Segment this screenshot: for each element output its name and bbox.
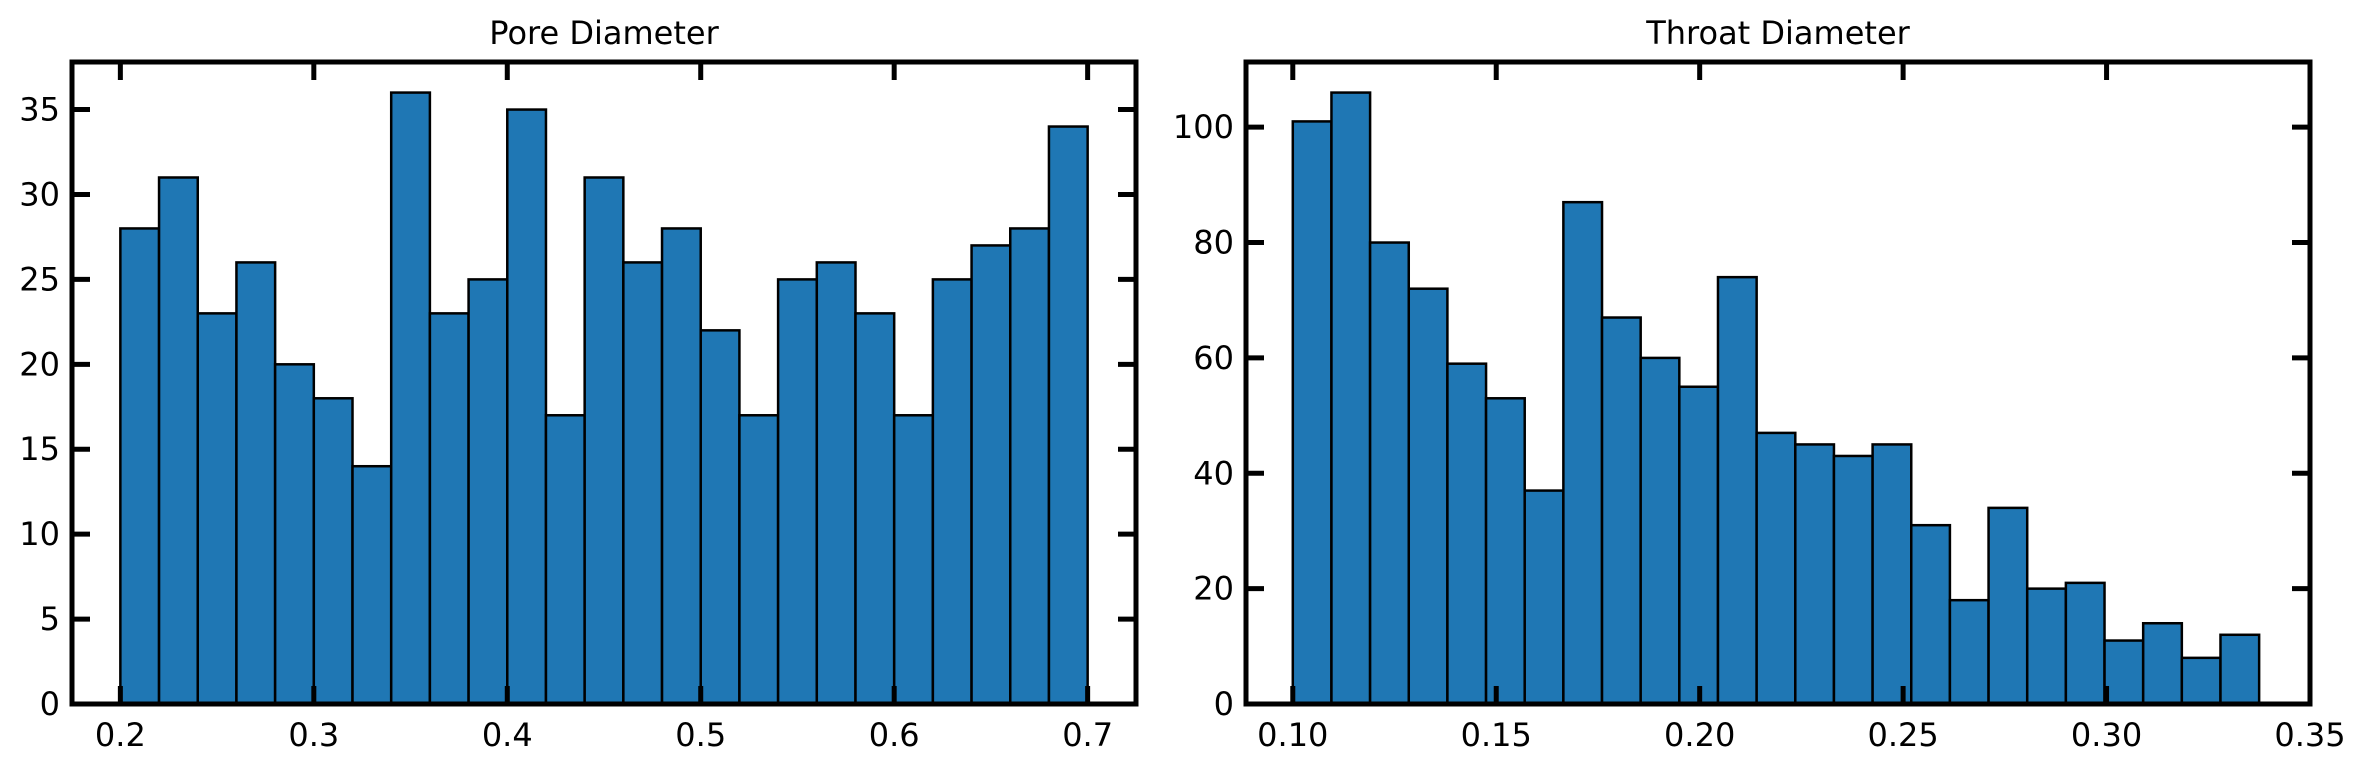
pore-diameter-bar [1009,227,1051,706]
pore-diameter-bar [583,176,625,706]
throat-diameter-y-tick-label: 80 [1193,224,1234,262]
pore-diameter-y-tick-label: 15 [19,430,60,468]
throat-diameter-x-tick-label: 0.10 [1257,716,1328,754]
throat-diameter-axes-frame [1243,59,2313,707]
pore-diameter-y-tick-label: 10 [19,515,60,553]
pore-diameter-bar [699,329,741,706]
pore-diameter-x-tick-label: 0.4 [482,716,533,754]
throat-diameter-bar [1871,443,1913,706]
throat-diameter-bar [1948,598,1990,706]
throat-diameter-bar [1678,385,1720,706]
pore-diameter-x-tick-label: 0.6 [869,716,920,754]
throat-diameter-bar [1987,506,2029,706]
throat-diameter-bar [1716,275,1758,706]
pore-diameter-bar [467,278,509,706]
pore-diameter-title: Pore Diameter [489,14,719,52]
pore-diameter-x-tick-label: 0.2 [95,716,146,754]
pore-diameter-bar [892,414,935,706]
pore-diameter-x-tick-label: 0.3 [288,716,339,754]
throat-diameter-bar [2025,587,2068,706]
pore-diameter-bar [738,414,780,706]
pore-diameter-bar [506,108,548,706]
throat-diameter-bars [1291,91,2261,706]
throat-diameter-bar [2103,639,2145,706]
throat-diameter-y-tick-label: 100 [1173,108,1234,146]
pore-diameter-x-tick-label: 0.5 [675,716,726,754]
throat-diameter-y-tick-label: 60 [1193,339,1234,377]
pore-diameter-bar [854,312,896,706]
throat-diameter-bar [2180,656,2222,706]
throat-diameter-bar [1291,120,1333,706]
throat-diameter-bar [1330,91,1372,706]
throat-diameter-bar [1446,362,1488,706]
throat-diameter-ticks: 0.10 0.15 0.20 0.25 0.30 0.35 0 20 40 60 80 100 [1173,62,2346,754]
throat-diameter-x-tick-label: 0.20 [1664,716,1735,754]
throat-diameter-x-tick-label: 0.30 [2071,716,2142,754]
pore-diameter-bar [815,261,857,706]
throat-diameter-bar [2219,633,2261,706]
throat-diameter-x-tick-label: 0.15 [1461,716,1532,754]
pore-diameter-bar [312,397,354,706]
pore-diameter-bar [389,91,432,706]
throat-diameter-bar [1523,489,1565,706]
throat-diameter-bar [1562,200,1604,706]
throat-diameter-bar [1407,287,1449,706]
throat-diameter-bar [2064,581,2106,706]
throat-diameter-bar [2141,621,2184,706]
pore-diameter-bar [931,278,973,706]
pore-diameter-bars [119,91,1089,706]
pore-diameter-bar [196,312,238,706]
pore-diameter-bar [351,464,393,706]
pore-diameter-bar [776,278,819,706]
pore-diameter-y-tick-label: 5 [40,600,60,638]
pore-diameter-bar [157,176,199,706]
throat-diameter-y-tick-label: 0 [1214,685,1234,723]
throat-diameter-bar [1639,356,1681,706]
pore-diameter-bar [273,363,316,706]
pore-diameter-bar [428,312,470,706]
pore-diameter-bar [235,261,277,706]
pore-diameter-bar [660,227,702,706]
throat-diameter-y-tick-label: 20 [1193,570,1234,608]
throat-diameter-panel: Throat Diameter 0.10 0.15 0.20 0.25 0.30 0.35… [1173,14,2346,754]
throat-diameter-y-tick-label: 40 [1193,454,1234,492]
pore-diameter-bar [970,244,1012,706]
throat-diameter-title: Throat Diameter [1645,14,1910,52]
pore-diameter-panel: Pore Diameter 0.2 0.3 0.4 0.5 0.6 0.7 0 5 10 15 20… [19,14,1139,754]
pore-diameter-y-tick-label: 35 [19,91,60,129]
pore-diameter-bar [544,414,586,706]
throat-diameter-x-tick-label: 0.25 [1867,716,1938,754]
throat-diameter-bar [1910,523,1952,706]
pore-diameter-bar [119,227,161,706]
pore-diameter-ticks: 0.2 0.3 0.4 0.5 0.6 0.7 0 5 10 15 20 25 30 35 [19,62,1136,754]
pore-diameter-y-tick-label: 30 [19,175,60,213]
throat-diameter-bar [1600,316,1642,706]
throat-diameter-bar [1368,241,1411,706]
throat-diameter-bar [1794,443,1836,706]
throat-diameter-bar [1484,397,1526,706]
pore-diameter-y-tick-label: 20 [19,345,60,383]
pore-diameter-axes-frame [69,59,1139,707]
throat-diameter-bar [1755,431,1797,706]
pore-diameter-bar [1047,125,1089,706]
pore-diameter-y-tick-label: 0 [40,685,60,723]
pore-diameter-x-tick-label: 0.7 [1062,716,1113,754]
throat-diameter-x-tick-label: 0.35 [2274,716,2345,754]
pore-diameter-y-tick-label: 25 [19,260,60,298]
pore-diameter-bar [622,261,664,706]
throat-diameter-bar [1832,454,1874,706]
